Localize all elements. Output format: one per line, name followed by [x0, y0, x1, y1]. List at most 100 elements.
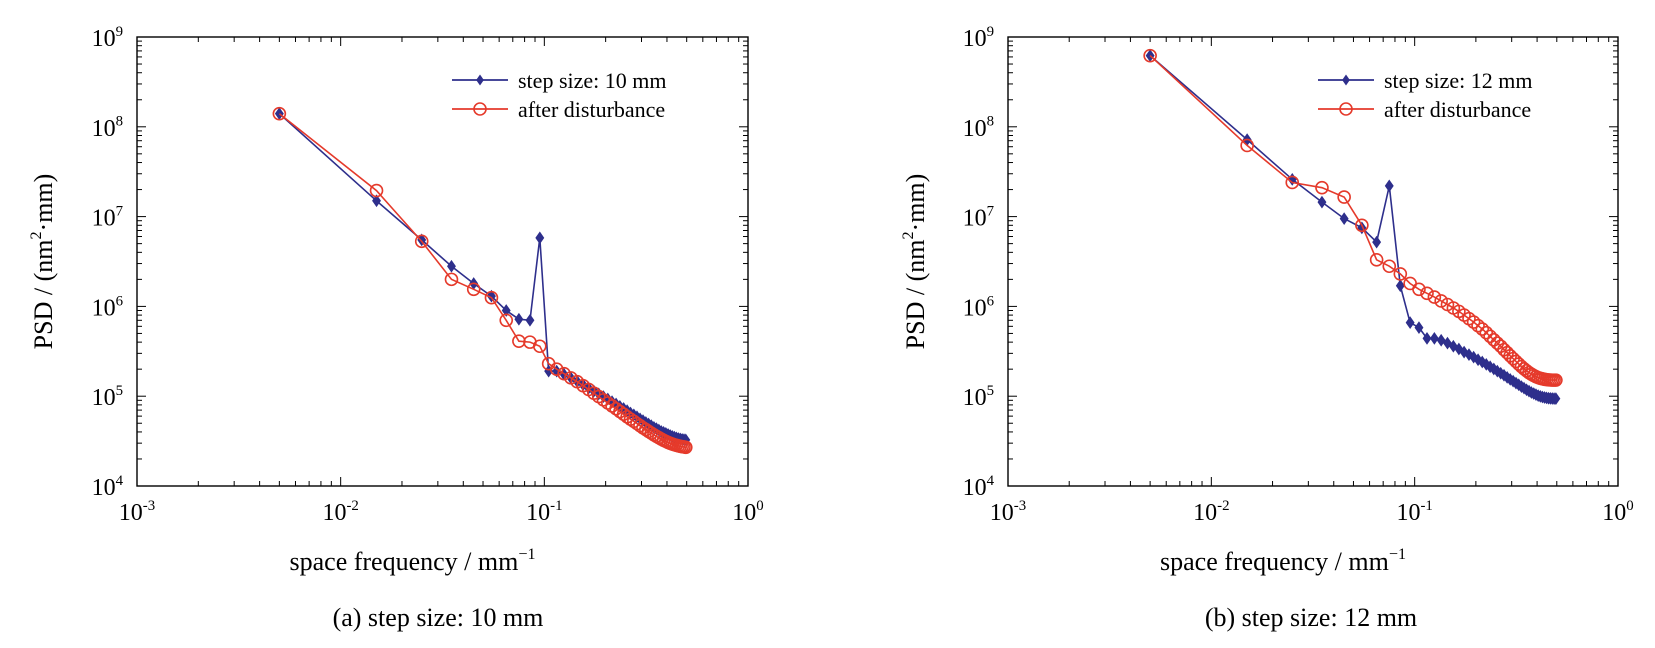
plot-frame	[136, 36, 749, 487]
data-point-circle	[1475, 322, 1490, 336]
data-point-circle	[1412, 282, 1426, 297]
data-point-circle	[616, 407, 631, 422]
data-point-circle	[466, 282, 481, 297]
data-point-diamond	[1405, 316, 1415, 329]
y-tick-label: 106	[963, 293, 994, 321]
y-axis-label: PSD / (nm2·mm)	[900, 174, 930, 350]
x-tick-label: 100	[732, 498, 763, 526]
legend-marker-diamond	[1342, 74, 1350, 86]
data-point-diamond	[1448, 339, 1458, 353]
data-point-diamond	[1454, 342, 1464, 356]
data-point-diamond	[1469, 350, 1479, 364]
data-point-diamond	[274, 107, 284, 121]
data-point-circle	[1393, 267, 1408, 281]
legend-label: after disturbance	[1384, 97, 1531, 122]
legend-label: step size: 12 mm	[1384, 68, 1532, 93]
x-tick-label: 100	[1602, 498, 1633, 526]
data-point-circle	[1549, 373, 1563, 387]
data-point-diamond	[1414, 321, 1424, 335]
data-point-circle	[369, 183, 384, 198]
data-point-diamond	[1436, 333, 1446, 347]
data-point-circle	[272, 106, 287, 121]
data-point-circle	[444, 272, 459, 287]
data-point-circle	[1420, 286, 1434, 301]
data-point-diamond	[501, 304, 511, 317]
data-point-circle	[1427, 290, 1442, 304]
data-point-circle	[1143, 48, 1157, 63]
axis-ticks	[1007, 37, 1618, 487]
x-axis-label: space frequency / mm−1	[1160, 546, 1406, 576]
data-point-circle	[1483, 329, 1497, 344]
data-point-diamond	[1473, 353, 1483, 367]
x-tick-label: 10-1	[1396, 498, 1432, 526]
data-point-circle	[1466, 315, 1481, 329]
x-axis-label: space frequency / mm−1	[290, 546, 536, 576]
series-after-disturbance	[272, 106, 693, 455]
y-tick-label: 108	[963, 114, 994, 142]
data-point-diamond	[1429, 332, 1439, 345]
axis-ticks	[136, 37, 748, 487]
series-after-disturbance	[1143, 48, 1563, 387]
data-point-diamond	[1317, 195, 1327, 209]
y-tick-label: 107	[963, 204, 995, 232]
legend: step size: 10 mm after disturbance	[452, 68, 666, 122]
y-axis-label: PSD / (nm2·mm)	[28, 174, 58, 350]
data-point-circle	[1315, 180, 1329, 195]
data-point-circle	[499, 313, 514, 328]
series-line	[278, 113, 686, 449]
y-tick-label: 107	[92, 204, 124, 232]
x-tick-label: 10-3	[990, 498, 1026, 526]
x-tick-label: 10-2	[1193, 498, 1229, 526]
data-point-diamond	[525, 313, 535, 327]
data-point-diamond	[1357, 221, 1367, 235]
y-tick-label: 104	[92, 473, 124, 501]
series-step-size	[274, 107, 691, 447]
legend: step size: 12 mm after disturbance	[1318, 68, 1532, 122]
y-tick-label: 109	[963, 24, 994, 52]
data-point-diamond	[535, 231, 545, 245]
legend-marker-circle	[1339, 102, 1353, 116]
data-point-diamond	[1395, 279, 1405, 293]
data-point-circle	[532, 339, 547, 354]
legend-marker-diamond	[476, 74, 484, 86]
data-point-circle	[557, 366, 571, 381]
data-point-diamond	[1422, 332, 1432, 345]
y-tick-label: 104	[963, 473, 995, 501]
y-tick-label: 108	[92, 114, 123, 142]
data-point-diamond	[372, 194, 381, 208]
data-point-diamond	[1339, 212, 1349, 225]
legend-marker-circle	[473, 102, 487, 116]
data-point-circle	[414, 234, 429, 249]
data-point-circle	[512, 334, 526, 348]
data-point-diamond	[514, 312, 524, 326]
data-point-circle	[1369, 253, 1384, 267]
plot-frame	[1007, 36, 1619, 487]
panel-caption: (a) step size: 10 mm	[333, 603, 544, 632]
data-point-circle	[1355, 218, 1369, 233]
data-point-circle	[1337, 190, 1351, 204]
data-point-circle	[620, 409, 634, 424]
x-tick-label: 10-2	[322, 498, 358, 526]
chart-panel-b: 10-3 10-2 10-1 100 104 105 106 107 108 109 space f…	[900, 24, 1634, 632]
data-point-circle	[1382, 259, 1397, 274]
y-tick-label: 105	[92, 383, 123, 411]
y-tick-label: 105	[963, 383, 994, 411]
data-point-circle	[484, 290, 499, 305]
x-tick-label: 10-1	[526, 498, 562, 526]
data-point-diamond	[1551, 392, 1561, 405]
data-point-circle	[1479, 325, 1494, 340]
data-point-circle	[549, 362, 564, 376]
data-point-circle	[679, 440, 693, 455]
legend-label: step size: 10 mm	[518, 68, 666, 93]
y-tick-label: 109	[92, 24, 123, 52]
y-tick-label: 106	[92, 293, 123, 321]
panel-caption: (b) step size: 12 mm	[1205, 603, 1417, 632]
legend-label: after disturbance	[518, 97, 665, 122]
data-point-circle	[1240, 138, 1254, 153]
data-point-circle	[1471, 318, 1485, 333]
data-point-diamond	[447, 259, 456, 273]
data-point-circle	[1285, 175, 1300, 190]
data-point-diamond	[486, 289, 496, 303]
chart-panel-a: 10-3 10-2 10-1 100 104 105 106 107 108 109 space f…	[28, 24, 764, 632]
